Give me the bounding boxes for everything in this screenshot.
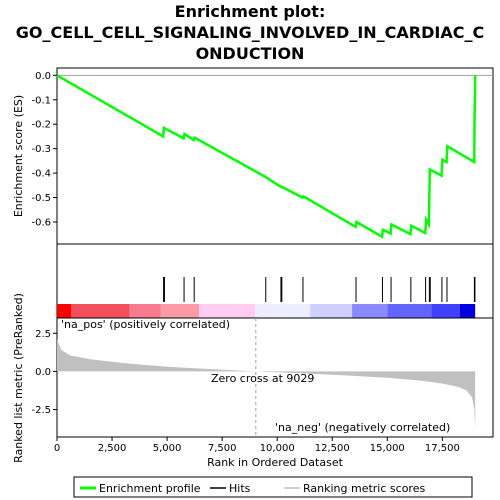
enrichment-plot-area	[56, 67, 494, 245]
heat-bar-segment	[57, 304, 72, 318]
chart-title-line-3: ONDUCTION	[196, 44, 305, 63]
heat-bar-segment	[199, 304, 256, 318]
es-y-tick-label: -0.6	[31, 218, 51, 229]
enrichment-score-panel: 0.0 -0.1 -0.2 -0.3 -0.4 -0.5 -0.6	[31, 67, 494, 245]
metric-y-tick-label: 2.5	[35, 329, 51, 340]
chart-title-line-1: Enrichment plot:	[175, 2, 326, 21]
heat-bar-segment	[431, 304, 460, 318]
ranked-heat-bar	[57, 304, 476, 318]
x-tick-label: 12,500	[315, 443, 350, 454]
es-y-tick-label: -0.3	[31, 144, 51, 155]
legend: Enrichment profile Hits Ranking metric s…	[73, 476, 473, 498]
heat-bar-segment	[387, 304, 432, 318]
metric-y-tick-label: -2.5	[31, 405, 51, 416]
heat-bar-segment	[129, 304, 161, 318]
enrichment-profile-line	[56, 74, 477, 239]
heat-bar-segment	[71, 304, 130, 318]
es-y-tick-label: -0.2	[31, 120, 51, 131]
legend-enrichment-label: Enrichment profile	[99, 482, 201, 495]
x-axis-ticks: 0 2,500 5,000 7,500 10,000 12,500 15,000 17,500	[54, 437, 460, 454]
x-tick-label: 2,500	[98, 443, 127, 454]
es-y-tick-label: -0.1	[31, 95, 51, 106]
heat-bar-segment	[352, 304, 388, 318]
legend-metric-label: Ranking metric scores	[303, 482, 425, 495]
zero-cross-annotation: Zero cross at 9029	[211, 372, 314, 385]
heat-bar-segment	[310, 304, 353, 318]
negative-correlation-label: 'na_neg' (negatively correlated)	[275, 421, 450, 434]
es-y-tick-label: 0.0	[35, 71, 51, 82]
ranked-metric-panel: 2.5 0.0 -2.5 'na_pos' (positively correlat…	[31, 317, 494, 438]
legend-hits-label: Hits	[229, 482, 251, 495]
x-tick-label: 17,500	[425, 443, 460, 454]
x-tick-label: 10,000	[260, 443, 295, 454]
es-y-axis-label: Enrichment score (ES)	[12, 95, 25, 217]
positive-correlation-label: 'na_pos' (positively correlated)	[61, 318, 230, 331]
x-axis-label: Rank in Ordered Dataset	[207, 456, 344, 469]
es-y-ticks: 0.0 -0.1 -0.2 -0.3 -0.4 -0.5 -0.6	[31, 71, 57, 229]
metric-y-tick-label: 0.0	[35, 367, 51, 378]
x-tick-label: 5,000	[153, 443, 182, 454]
es-y-tick-label: -0.4	[31, 169, 51, 180]
chart-title-line-2: GO_CELL_CELL_SIGNALING_INVOLVED_IN_CARDI…	[16, 23, 484, 42]
metric-y-ticks: 2.5 0.0 -2.5	[31, 329, 57, 416]
hit-markers	[163, 277, 476, 302]
metric-y-axis-label: Ranked list metric (PreRanked)	[12, 293, 25, 463]
hits-panel	[56, 243, 494, 319]
legend-box	[73, 476, 473, 498]
x-tick-label: 15,000	[370, 443, 405, 454]
x-tick-label: 0	[54, 443, 60, 454]
heat-bar-segment	[160, 304, 200, 318]
es-y-tick-label: -0.5	[31, 193, 51, 204]
heat-bar-segment	[459, 304, 476, 318]
heat-bar-segment	[255, 304, 311, 318]
x-tick-label: 7,500	[208, 443, 237, 454]
